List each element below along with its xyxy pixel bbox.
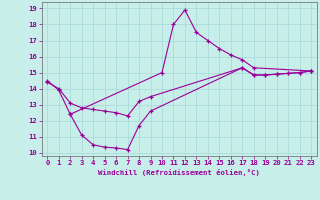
X-axis label: Windchill (Refroidissement éolien,°C): Windchill (Refroidissement éolien,°C) bbox=[98, 169, 260, 176]
